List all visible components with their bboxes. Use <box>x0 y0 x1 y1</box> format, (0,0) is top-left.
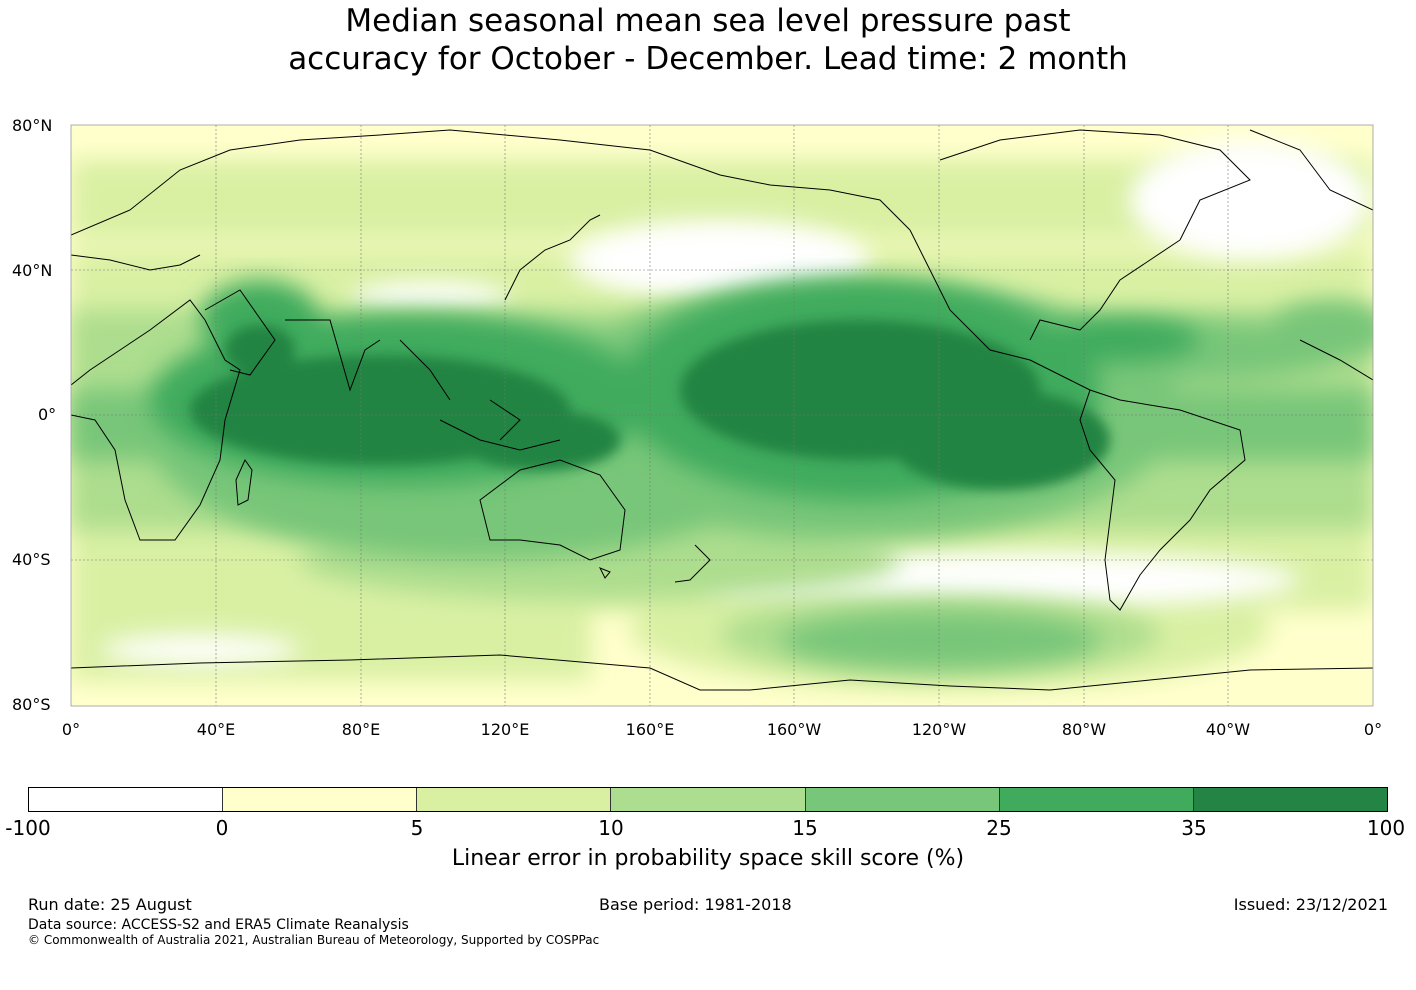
copyright: © Commonwealth of Australia 2021, Austra… <box>28 933 600 947</box>
colorbar-segment <box>805 788 1000 811</box>
lon-label-0-right: 0° <box>1363 720 1383 739</box>
colorbar-segment <box>417 788 612 811</box>
colorbar <box>28 787 1388 812</box>
colorbar-tick: 10 <box>598 816 624 840</box>
colorbar-segment <box>1193 788 1387 811</box>
lat-label-80n: 80°N <box>12 116 53 135</box>
title-line-2: accuracy for October - December. Lead ti… <box>288 41 1128 77</box>
colorbar-segment <box>611 788 806 811</box>
skill-score-map <box>70 124 1374 707</box>
data-source: Data source: ACCESS-S2 and ERA5 Climate … <box>28 917 409 933</box>
lon-label-80e: 80°E <box>341 720 381 739</box>
skill-field <box>71 125 1373 706</box>
colorbar-label: Linear error in probability space skill … <box>451 846 965 871</box>
colorbar-tick: 5 <box>410 816 424 840</box>
colorbar-segment <box>223 788 418 811</box>
lat-label-80s: 80°S <box>12 695 51 714</box>
lon-label-120w: 120°W <box>911 720 967 739</box>
lat-label-0: 0° <box>38 405 57 424</box>
lon-label-80w: 80°W <box>1061 720 1107 739</box>
colorbar-segment <box>29 788 224 811</box>
colorbar-tick: 100 <box>1366 816 1406 840</box>
title-line-1: Median seasonal mean sea level pressure … <box>345 3 1071 39</box>
colorbar-tick: 35 <box>1181 816 1207 840</box>
lon-label-40w: 40°W <box>1205 720 1251 739</box>
lon-label-160w: 160°W <box>766 720 822 739</box>
coastlines <box>71 129 1373 691</box>
colorbar-tick: 0 <box>215 816 229 840</box>
colorbar-tick: 15 <box>792 816 818 840</box>
lon-label-0-left: 0° <box>61 720 81 739</box>
lon-label-120e: 120°E <box>480 720 530 739</box>
lat-label-40s: 40°S <box>12 550 51 569</box>
base-period: Base period: 1981-2018 <box>599 895 792 914</box>
graticule <box>71 125 1373 706</box>
map-title: Median seasonal mean sea level pressure … <box>0 2 1416 78</box>
lat-label-40n: 40°N <box>12 261 53 280</box>
colorbar-tick: 25 <box>986 816 1012 840</box>
run-date: Run date: 25 August <box>28 895 192 914</box>
colorbar-segment <box>999 788 1194 811</box>
issued-date: Issued: 23/12/2021 <box>1233 895 1388 914</box>
lon-label-40e: 40°E <box>196 720 236 739</box>
colorbar-tick: -100 <box>5 816 51 840</box>
lon-label-160e: 160°E <box>625 720 675 739</box>
